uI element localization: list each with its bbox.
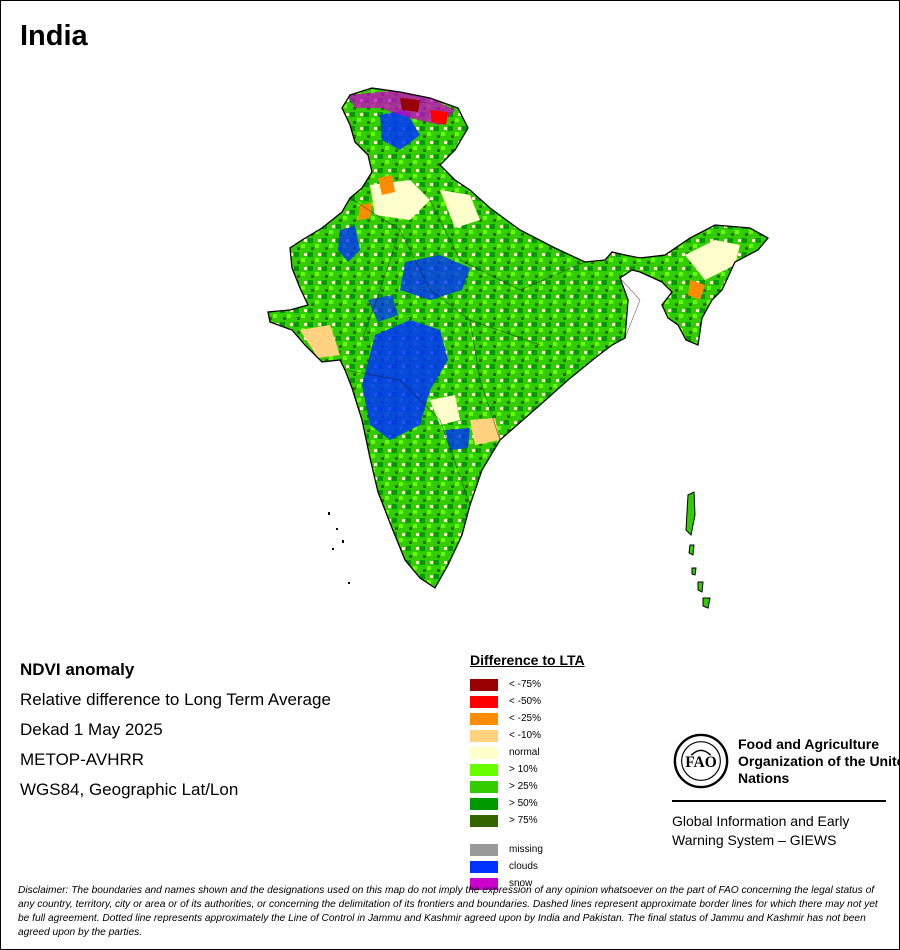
legend-swatch [470, 763, 498, 776]
legend-swatch [470, 746, 498, 759]
legend-item: < -75% [470, 676, 585, 693]
legend-item: > 25% [470, 778, 585, 795]
legend-label: clouds [509, 861, 538, 872]
legend-label: < -10% [509, 730, 541, 741]
ndvi-map [267, 87, 769, 609]
legend-swatch [470, 695, 498, 708]
legend-label: normal [509, 747, 540, 758]
legend-swatch [470, 843, 498, 856]
legend-label: > 25% [509, 781, 538, 792]
info-dekad: Dekad 1 May 2025 [20, 720, 163, 739]
legend-item: normal [470, 744, 585, 761]
legend-swatch [470, 712, 498, 725]
map-title: India [20, 20, 88, 52]
legend-label: > 50% [509, 798, 538, 809]
legend-swatch [470, 729, 498, 742]
map-legend: Difference to LTA < -75% < -50% < -25% < -1… [470, 652, 585, 892]
info-description: Relative difference to Long Term Average [20, 690, 331, 709]
fao-name: Food and Agriculture Organization of the… [738, 736, 900, 786]
svg-text:FAO: FAO [685, 754, 716, 771]
legend-item: > 75% [470, 812, 585, 829]
legend-item: < -50% [470, 693, 585, 710]
legend-item: missing [470, 841, 585, 858]
legend-item: < -25% [470, 710, 585, 727]
legend-label: < -25% [509, 713, 541, 724]
legend-swatch [470, 814, 498, 827]
legend-swatch [470, 860, 498, 873]
legend-label: < -50% [509, 696, 541, 707]
legend-item: > 50% [470, 795, 585, 812]
map-info: NDVI anomaly Relative difference to Long… [20, 655, 331, 805]
fao-logo-icon: FAO [673, 733, 729, 789]
legend-swatch [470, 877, 498, 890]
info-sensor: METOP-AVHRR [20, 750, 145, 769]
legend-label: snow [509, 878, 533, 889]
legend-swatch [470, 780, 498, 793]
legend-label: > 75% [509, 815, 538, 826]
legend-item: clouds [470, 858, 585, 875]
info-projection: WGS84, Geographic Lat/Lon [20, 780, 239, 799]
legend-label: < -75% [509, 679, 541, 690]
legend-item: > 10% [470, 761, 585, 778]
legend-title: Difference to LTA [470, 652, 585, 668]
legend-item: < -10% [470, 727, 585, 744]
legend-label: missing [509, 844, 543, 855]
giews-name: Global Information and Early Warning Sys… [672, 813, 850, 848]
legend-swatch [470, 678, 498, 691]
fao-divider [672, 800, 886, 802]
legend-swatch [470, 797, 498, 810]
legend-item: snow [470, 875, 585, 892]
info-product: NDVI anomaly [20, 660, 135, 679]
disclaimer: Disclaimer: The boundaries and names sho… [18, 885, 878, 938]
legend-label: > 10% [509, 764, 538, 775]
